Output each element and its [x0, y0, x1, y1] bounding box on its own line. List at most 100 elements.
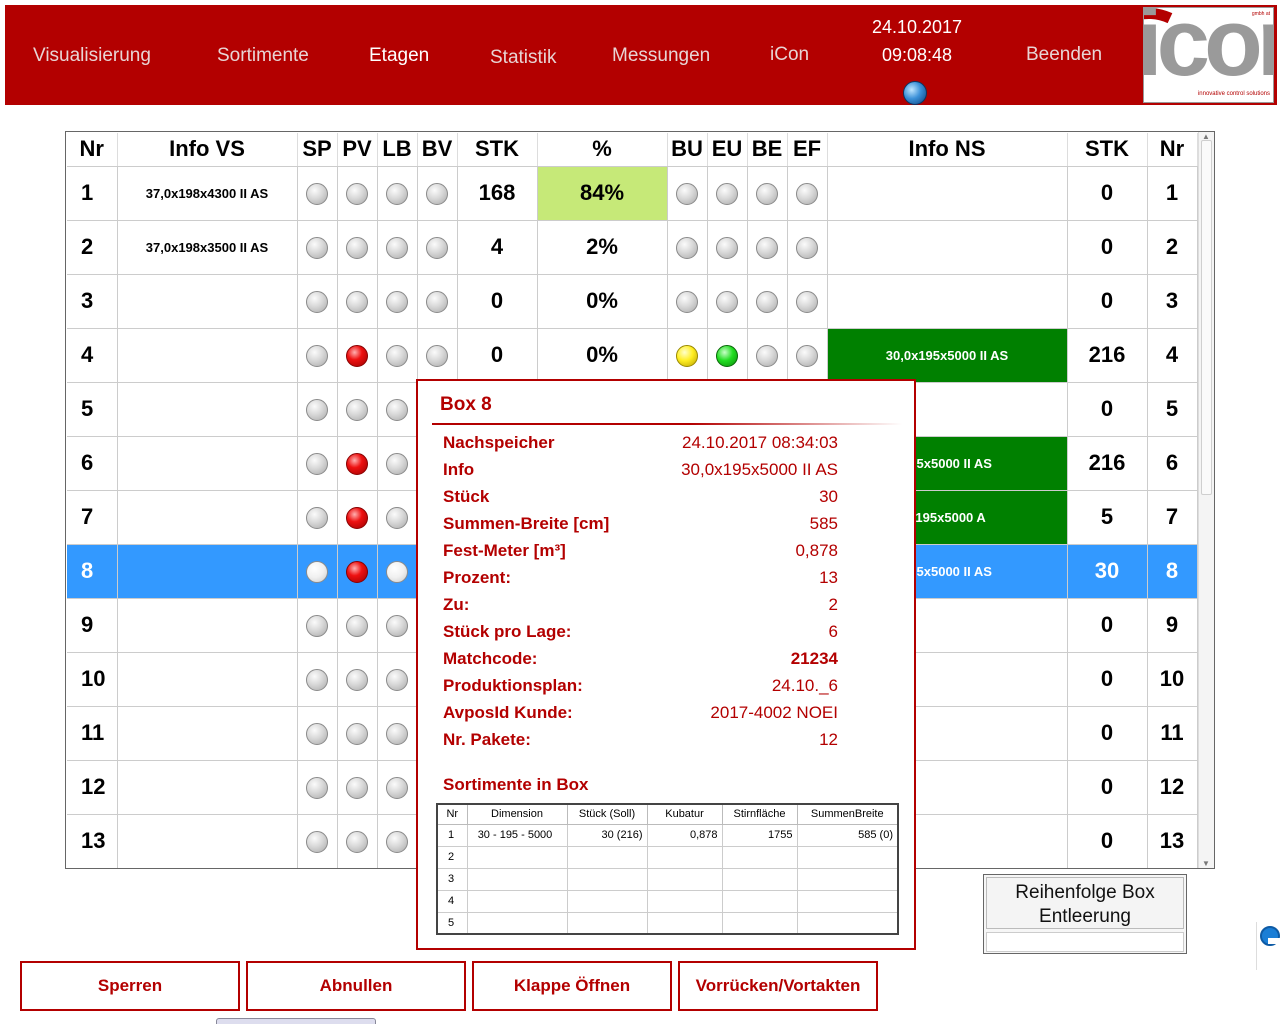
row-nr-ns: 3	[1147, 274, 1198, 329]
nav-beenden[interactable]: Beenden	[1026, 44, 1103, 65]
col-header-stk[interactable]: STK	[457, 133, 538, 167]
col-header-percent[interactable]: %	[537, 133, 668, 167]
sortimente-cell: 30 - 195 - 5000	[466, 823, 568, 847]
row-nr-ns: 11	[1147, 706, 1198, 761]
lb-cell	[377, 814, 418, 868]
table-row[interactable]: 3 0 0% 0 3	[67, 274, 1198, 329]
reihenfolge-box-button[interactable]: Reihenfolge Box Entleerung	[986, 877, 1184, 929]
nav-sortimente[interactable]: Sortimente	[217, 45, 309, 66]
col-header-stk-ns[interactable]: STK	[1067, 133, 1148, 167]
col-header-eu[interactable]: EU	[707, 133, 748, 167]
table-row[interactable]: 4 0 0% 30,0x195x5000 II AS 216 4	[67, 328, 1198, 383]
pv-status-led-icon	[346, 723, 368, 746]
info-vs	[117, 274, 298, 329]
col-header-ef[interactable]: EF	[787, 133, 828, 167]
col-header-sp[interactable]: SP	[297, 133, 338, 167]
sortimente-row[interactable]: 5	[436, 911, 899, 935]
sp-status-led-icon	[306, 183, 328, 206]
col-header-nr-ns[interactable]: Nr	[1147, 133, 1198, 167]
popup-field-value: 2	[828, 595, 838, 614]
bottom-tab[interactable]	[216, 1018, 376, 1024]
col-header-be[interactable]: BE	[747, 133, 788, 167]
sortimente-cell	[796, 845, 899, 869]
vorruecken-button[interactable]: Vorrücken/Vortakten	[678, 961, 878, 1011]
table-row[interactable]: 1 37,0x198x4300 II AS 168 84% 0 1	[67, 166, 1198, 221]
nav-visualisierung[interactable]: Visualisierung	[33, 45, 151, 66]
abnullen-button[interactable]: Abnullen	[246, 961, 466, 1011]
col-header-lb[interactable]: LB	[377, 133, 418, 167]
popup-field-row: Info 30,0x195x5000 II AS	[443, 460, 838, 484]
table-row[interactable]: 2 37,0x198x3500 II AS 4 2% 0 2	[67, 220, 1198, 275]
globe-icon[interactable]	[903, 81, 927, 105]
sp-status-led-icon	[306, 615, 328, 638]
stk-ns: 0	[1067, 274, 1148, 329]
stk-ns: 0	[1067, 598, 1148, 653]
be-cell	[747, 166, 788, 221]
sortimente-row[interactable]: 4	[436, 889, 899, 913]
lb-status-led-icon	[386, 291, 408, 314]
pv-status-led-icon	[346, 183, 368, 206]
be-status-led-icon	[756, 237, 778, 260]
sortimente-cell	[566, 889, 648, 913]
ef-cell	[787, 328, 828, 383]
nav-icon[interactable]: iCon	[770, 44, 810, 65]
popup-field-label: Nachspeicher	[443, 433, 555, 452]
popup-field-label: Info	[443, 460, 475, 479]
row-nr: 8	[67, 544, 118, 599]
scroll-down-icon[interactable]: ▼	[1202, 859, 1210, 868]
col-header-bu[interactable]: BU	[667, 133, 708, 167]
row-nr: 3	[67, 274, 118, 329]
row-nr-ns: 2	[1147, 220, 1198, 275]
bv-cell	[417, 328, 458, 383]
row-nr: 10	[67, 652, 118, 707]
eu-cell	[707, 220, 748, 275]
col-header-info-ns[interactable]: Info NS	[827, 133, 1068, 167]
lb-cell	[377, 382, 418, 437]
pv-cell	[337, 220, 378, 275]
scroll-thumb[interactable]	[1201, 140, 1212, 495]
bv-cell	[417, 166, 458, 221]
lb-cell	[377, 760, 418, 815]
pv-cell	[337, 436, 378, 491]
info-vs: 37,0x198x3500 II AS	[117, 220, 298, 275]
col-header-info-vs[interactable]: Info VS	[117, 133, 298, 167]
sortimente-cell	[566, 911, 648, 935]
sortimente-cell: 30 (216)	[566, 823, 648, 847]
lb-status-led-icon	[386, 777, 408, 800]
sp-status-led-icon	[306, 777, 328, 800]
pv-cell	[337, 760, 378, 815]
grid-scrollbar[interactable]: ▲ ▼	[1198, 132, 1214, 868]
stk-ns: 5	[1067, 490, 1148, 545]
popup-field-value: 24.10.2017 08:34:03	[682, 433, 838, 452]
nav-statistik[interactable]: Statistik	[490, 47, 557, 68]
nav-etagen[interactable]: Etagen	[369, 45, 430, 66]
pv-cell	[337, 652, 378, 707]
reihenfolge-label-line1: Reihenfolge Box	[1015, 882, 1155, 903]
sortimente-cell	[796, 889, 899, 913]
stk-vs: 4	[457, 220, 538, 275]
sperren-button[interactable]: Sperren	[20, 961, 240, 1011]
be-status-led-icon	[756, 345, 778, 368]
sortimente-col-dimension: Dimension	[466, 803, 568, 825]
col-header-bv[interactable]: BV	[417, 133, 458, 167]
sp-status-led-icon	[306, 291, 328, 314]
sortimente-cell	[646, 845, 723, 869]
info-vs	[117, 544, 298, 599]
col-header-pv[interactable]: PV	[337, 133, 378, 167]
scroll-up-icon[interactable]: ▲	[1202, 132, 1210, 141]
lb-status-led-icon	[386, 183, 408, 206]
sortimente-cell	[466, 867, 568, 891]
popup-field-label: AvposId Kunde:	[443, 703, 573, 722]
klappe-oeffnen-button[interactable]: Klappe Öffnen	[472, 961, 672, 1011]
sortimente-row[interactable]: 2	[436, 845, 899, 869]
col-header-nr[interactable]: Nr	[67, 133, 118, 167]
sortimente-cell	[721, 911, 798, 935]
popup-field-row: Nachspeicher 24.10.2017 08:34:03	[443, 433, 838, 457]
eu-status-led-icon	[716, 345, 738, 368]
teamviewer-icon[interactable]	[1256, 922, 1280, 970]
sortimente-row[interactable]: 3	[436, 867, 899, 891]
nav-messungen[interactable]: Messungen	[612, 45, 711, 66]
sortimente-row[interactable]: 1 30 - 195 - 5000 30 (216) 0,878 1755 585 (0)	[436, 823, 899, 847]
pv-cell	[337, 814, 378, 868]
popup-field-row: Zu: 2	[443, 595, 838, 619]
